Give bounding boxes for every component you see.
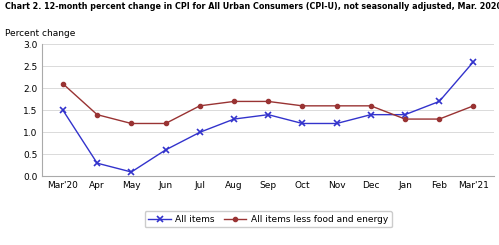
Text: Chart 2. 12-month percent change in CPI for All Urban Consumers (CPI-U), not sea: Chart 2. 12-month percent change in CPI … bbox=[5, 2, 499, 12]
Text: Percent change: Percent change bbox=[5, 29, 75, 38]
Legend: All items, All items less food and energy: All items, All items less food and energ… bbox=[145, 211, 392, 227]
